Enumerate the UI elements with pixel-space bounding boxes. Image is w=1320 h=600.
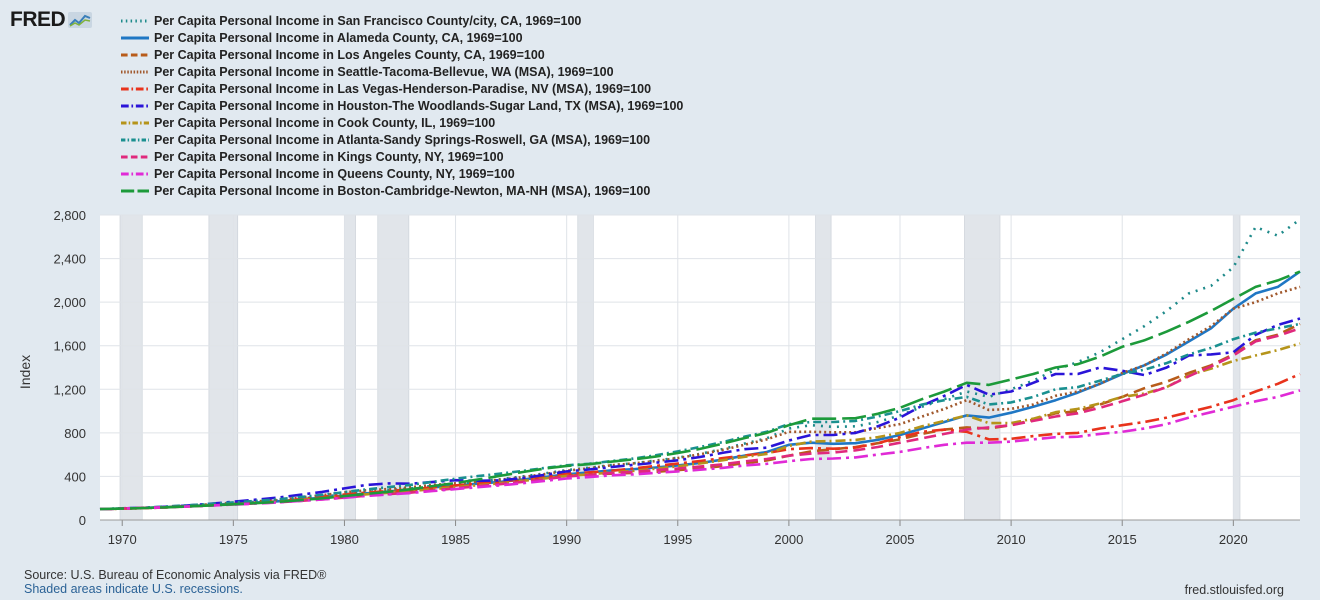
y-tick-label: 400: [64, 469, 86, 484]
x-tick-label: 2000: [774, 532, 803, 547]
y-axis-label: Index: [17, 355, 33, 389]
x-tick-label: 2020: [1219, 532, 1248, 547]
y-tick-label: 2,800: [53, 208, 86, 223]
recession-band: [964, 214, 1001, 521]
legend-label: Per Capita Personal Income in Cook Count…: [154, 116, 496, 131]
legend-swatch: [121, 53, 149, 57]
fred-logo-text: FRED: [10, 8, 66, 31]
legend-item[interactable]: Per Capita Personal Income in Cook Count…: [120, 115, 683, 132]
x-tick-label: 1985: [441, 532, 470, 547]
series-line[interactable]: [99, 322, 1301, 511]
legend-swatch: [121, 70, 149, 74]
legend-item[interactable]: Per Capita Personal Income in Queens Cou…: [120, 166, 683, 183]
x-tick-label: 1970: [108, 532, 137, 547]
x-tick-label: 2015: [1108, 532, 1137, 547]
source-text: Source: U.S. Bureau of Economic Analysis…: [24, 568, 327, 582]
legend-swatch: [121, 172, 149, 176]
chart-legend: Per Capita Personal Income in San Franci…: [120, 12, 683, 200]
fred-graph-icon: [68, 12, 93, 28]
x-tick-label: 2010: [997, 532, 1026, 547]
legend-item[interactable]: Per Capita Personal Income in Kings Coun…: [120, 149, 683, 166]
fred-logo[interactable]: FRED: [10, 8, 93, 32]
y-tick-label: 2,400: [53, 252, 86, 267]
legend-item[interactable]: Per Capita Personal Income in Seattle-Ta…: [120, 63, 683, 80]
x-tick-label: 2005: [886, 532, 915, 547]
legend-swatch: [121, 104, 149, 108]
legend-swatch: [121, 87, 149, 91]
legend-item[interactable]: Per Capita Personal Income in Los Angele…: [120, 46, 683, 63]
y-tick-label: 2,000: [53, 295, 86, 310]
y-tick-label: 0: [79, 513, 86, 528]
legend-item[interactable]: Per Capita Personal Income in Atlanta-Sa…: [120, 132, 683, 149]
source-note: Source: U.S. Bureau of Economic Analysis…: [24, 568, 326, 596]
legend-swatch: [121, 189, 149, 193]
legend-label: Per Capita Personal Income in Queens Cou…: [154, 167, 515, 182]
legend-label: Per Capita Personal Income in Boston-Cam…: [154, 184, 651, 199]
legend-label: Per Capita Personal Income in Las Vegas-…: [154, 81, 652, 96]
y-tick-label: 1,600: [53, 339, 86, 354]
legend-label: Per Capita Personal Income in Alameda Co…: [154, 30, 523, 45]
legend-swatch: [121, 155, 149, 159]
site-link[interactable]: fred.stlouisfed.org: [1184, 583, 1284, 597]
recession-note[interactable]: Shaded areas indicate U.S. recessions.: [24, 582, 243, 596]
legend-label: Per Capita Personal Income in Seattle-Ta…: [154, 64, 614, 79]
recession-band: [1233, 214, 1241, 521]
recession-band: [815, 214, 832, 521]
legend-item[interactable]: Per Capita Personal Income in Boston-Cam…: [120, 183, 683, 200]
legend-item[interactable]: Per Capita Personal Income in San Franci…: [120, 12, 683, 29]
legend-swatch: [121, 36, 149, 40]
legend-label: Per Capita Personal Income in Kings Coun…: [154, 150, 504, 165]
legend-item[interactable]: Per Capita Personal Income in Las Vegas-…: [120, 80, 683, 97]
recession-band: [119, 214, 143, 521]
legend-label: Per Capita Personal Income in Los Angele…: [154, 47, 545, 62]
legend-item[interactable]: Per Capita Personal Income in Houston-Th…: [120, 97, 683, 114]
x-tick-label: 1990: [552, 532, 581, 547]
legend-label: Per Capita Personal Income in Atlanta-Sa…: [154, 133, 651, 148]
recession-band: [344, 214, 356, 521]
y-tick-label: 800: [64, 426, 86, 441]
legend-swatch: [121, 138, 149, 142]
plot-area: [100, 215, 1300, 520]
legend-label: Per Capita Personal Income in San Franci…: [154, 13, 582, 28]
x-tick-label: 1995: [663, 532, 692, 547]
legend-swatch: [121, 121, 149, 125]
legend-label: Per Capita Personal Income in Houston-Th…: [154, 99, 684, 114]
series-line[interactable]: [99, 317, 1301, 511]
series-line[interactable]: [99, 270, 1301, 511]
legend-item[interactable]: Per Capita Personal Income in Alameda Co…: [120, 29, 683, 46]
y-tick-label: 1,200: [53, 382, 86, 397]
x-tick-label: 1980: [330, 532, 359, 547]
x-tick-label: 1975: [219, 532, 248, 547]
recession-band: [377, 214, 410, 521]
